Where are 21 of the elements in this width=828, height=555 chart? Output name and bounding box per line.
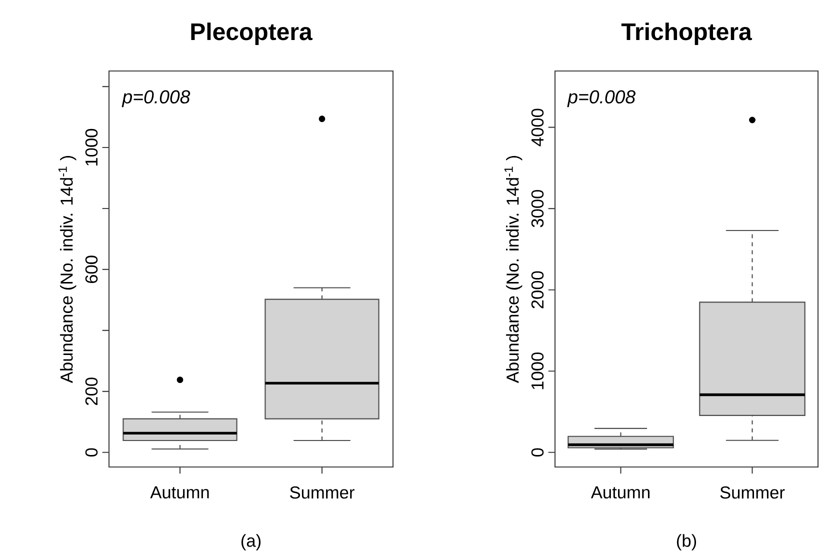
chart-title: Trichoptera — [621, 22, 752, 46]
y-tick-label: 2000 — [531, 271, 544, 308]
y-tick-label: 0 — [85, 448, 98, 457]
y-tick-label: 3000 — [531, 190, 544, 228]
y-tick-label: 600 — [85, 256, 98, 284]
x-tick-label: Summer — [290, 486, 354, 499]
y-tick-label: 1000 — [531, 352, 544, 390]
annotation: p=0.008 — [567, 90, 636, 108]
x-tick-label: Autumn — [150, 486, 209, 499]
text: (b) — [676, 534, 696, 550]
y-tick-label: 4000 — [531, 108, 544, 146]
y-tick-label: 200 — [85, 378, 98, 406]
y-tick-label: 0 — [531, 448, 544, 457]
x-tick-label: Autumn — [590, 486, 650, 499]
chart-title: Plecoptera — [191, 22, 313, 46]
y-axis-title: Abundance (No. indiv. 14d$^{-1}$ ) — [58, 156, 76, 384]
text: (a) — [241, 534, 261, 550]
x-tick-label: Summer — [720, 486, 785, 499]
annotation: p=0.008 — [122, 90, 190, 108]
y-tick-label: 1000 — [85, 129, 98, 166]
y-axis-title: Abundance (No. indiv. 14d$^{-1}$ ) — [504, 156, 522, 384]
